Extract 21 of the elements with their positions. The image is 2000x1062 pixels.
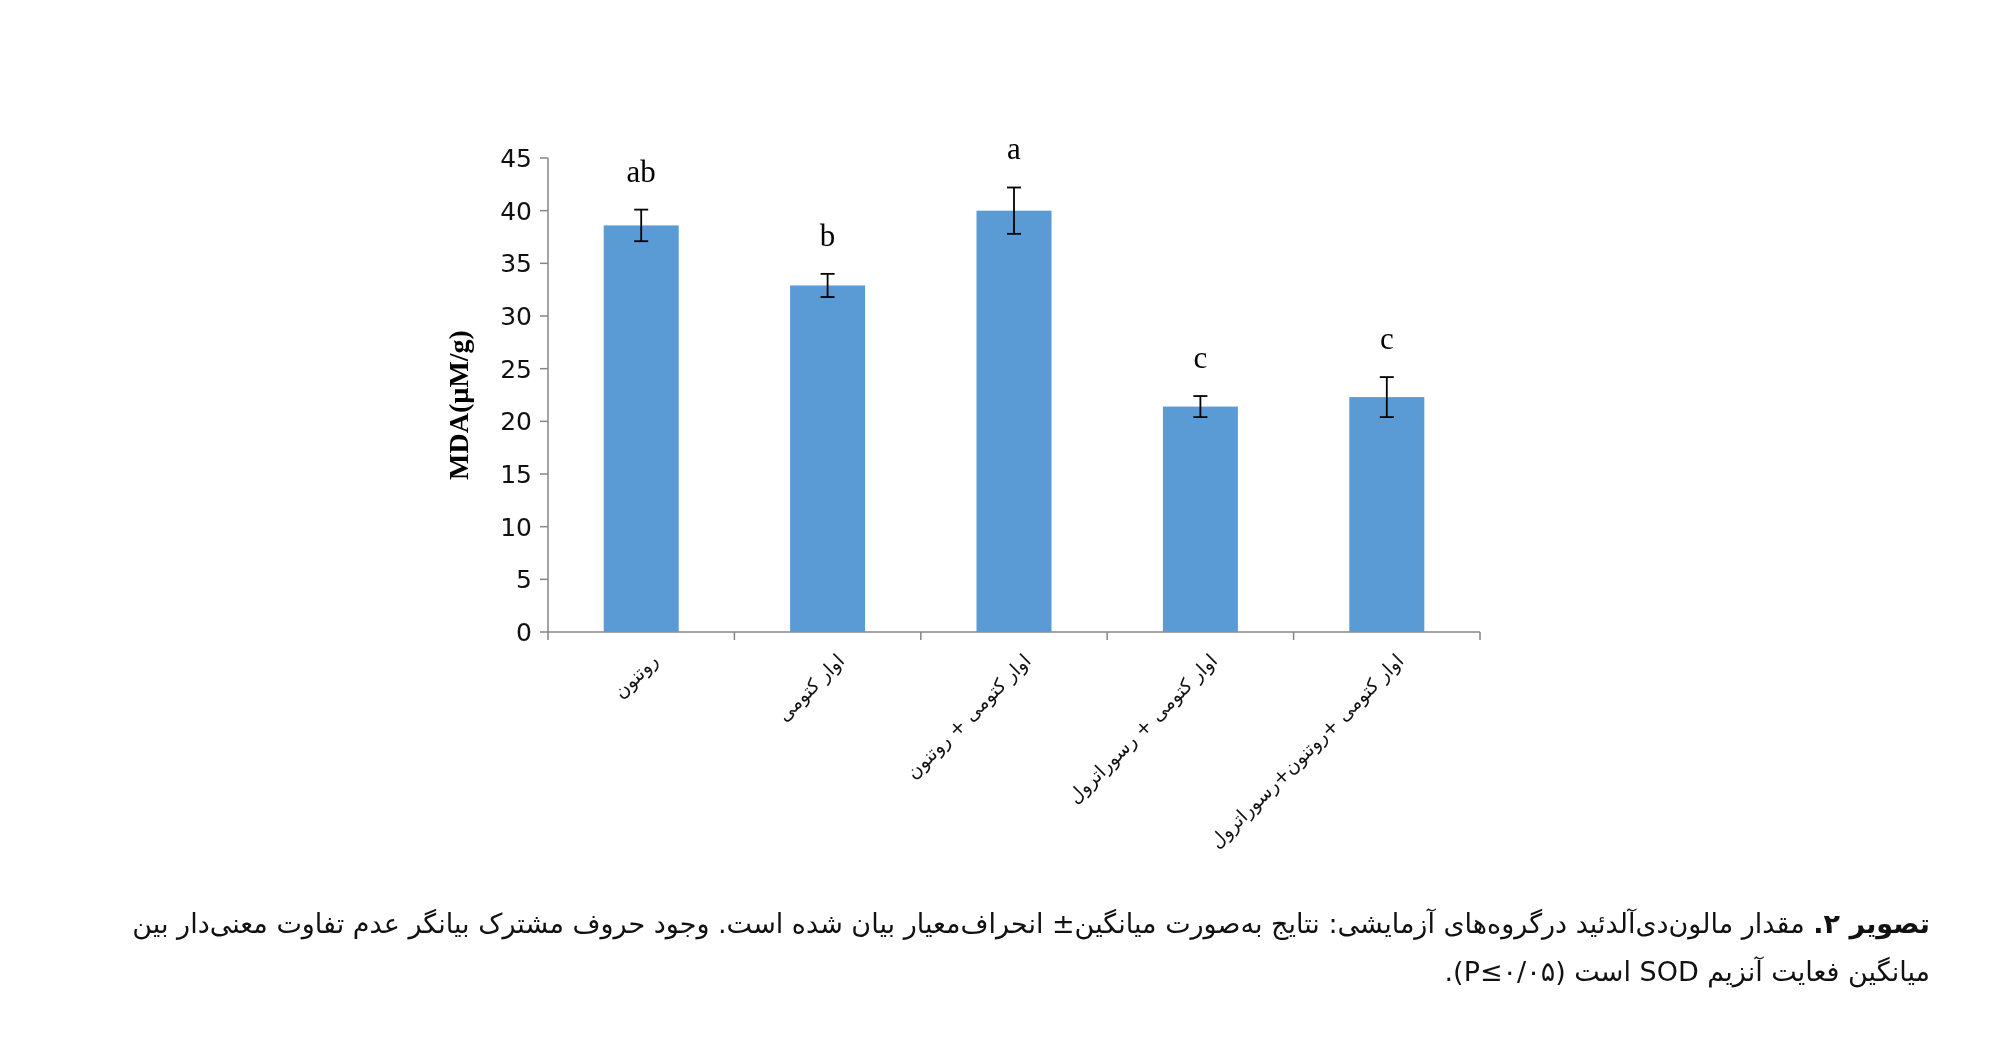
annotation: c: [1379, 321, 1394, 357]
x-tick-label: اوار کتومی: [772, 649, 850, 727]
y-tick-label: 15: [500, 460, 532, 489]
y-tick-label: 0: [516, 618, 532, 647]
y-axis-title: MDA(µM/g): [443, 330, 474, 480]
annotation: ab: [626, 153, 656, 189]
y-tick-label: 25: [500, 354, 532, 384]
text: تصویر ۲. مقدار مالون‌دی‌آلدئید درگروه‌های آزمایشی: نتایج به‌صورت میانگین± انحراف‌معیار بیان شده است. وجود حروف مشترک بیانگر عدم تفاوت معنی‌دار بین میانگین فعایت آنزیم SOD است (P≤۰/۰۵).: [131, 907, 1930, 990]
y-tick-label: 30: [500, 302, 532, 331]
y-tick-label: 35: [500, 249, 532, 279]
annotation: b: [819, 217, 836, 253]
x-tick-label: اوار کتومی + روتنون: [901, 649, 1036, 784]
annotation: a: [1007, 131, 1022, 167]
x-tick-label: اوار کتومی + رسوراترول: [1063, 649, 1222, 809]
annotation: c: [1193, 340, 1208, 376]
y-tick-label: 20: [500, 407, 532, 437]
y-tick-label: 40: [500, 196, 532, 226]
y-tick-label: 45: [500, 144, 532, 173]
y-tick-label: 10: [500, 512, 532, 542]
y-tick-label: 5: [516, 565, 532, 595]
x-tick-label: روتنون: [608, 649, 663, 704]
